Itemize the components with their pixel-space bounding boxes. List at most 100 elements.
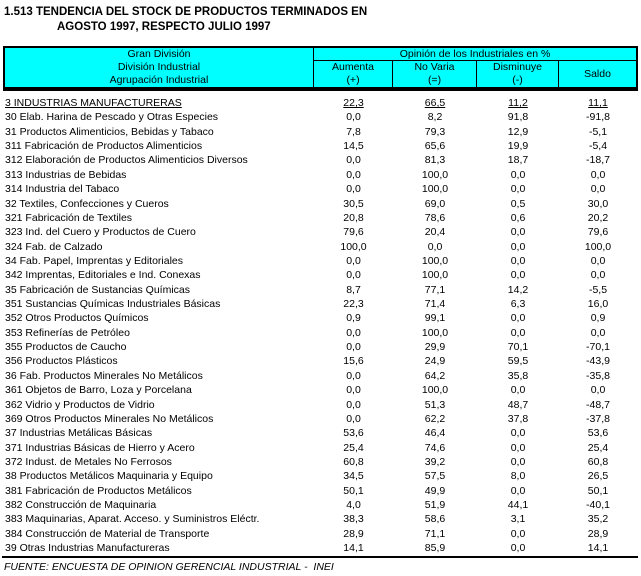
row-label: 34 Fab. Papel, Imprentas y Editoriales (5, 254, 184, 267)
row-value-no-varia: 79,3 (424, 125, 446, 138)
row-value-saldo: 14,1 (587, 542, 609, 555)
title-line-2: AGOSTO 1997, RESPECTO JULIO 1997 (57, 21, 271, 33)
row-label: 356 Productos Plásticos (5, 355, 118, 368)
table-row: 37 Industrias Metálicas Básicas 53,6 46,… (0, 426, 637, 440)
header-agrupacion-industrial: Agrupación Industrial (109, 74, 209, 86)
row-value-saldo: 50,1 (587, 484, 609, 497)
row-value-no-varia: 77,1 (424, 283, 446, 296)
row-label: 362 Vidrio y Productos de Vidrio (5, 398, 155, 411)
row-value-saldo: -70,1 (586, 341, 610, 354)
row-value-aumenta: 34,5 (343, 470, 364, 483)
row-label: 30 Elab. Harina de Pescado y Otras Espec… (5, 111, 219, 124)
row-value-aumenta: 0,0 (346, 254, 361, 267)
row-value-saldo: 35,2 (587, 513, 609, 526)
table-row: 382 Construcción de Maquinaria 4,0 51,9 … (0, 498, 637, 512)
row-value-disminuye: 0,0 (510, 427, 526, 440)
table-row: 381 Fabricación de Productos Metálicos 5… (0, 484, 637, 498)
row-label: 314 Industria del Tabaco (5, 183, 120, 196)
row-value-aumenta: 0,0 (346, 111, 361, 124)
table-row: 35 Fabricación de Sustancias Químicas 8,… (0, 283, 637, 297)
row-value-no-varia: 78,6 (424, 211, 446, 224)
row-value-disminuye: 0,0 (510, 168, 526, 181)
row-value-no-varia: 71,1 (424, 527, 446, 540)
row-value-no-varia: 57,5 (424, 470, 446, 483)
header-col-saldo-label: Saldo (584, 67, 611, 80)
row-value-disminuye: 35,8 (507, 369, 529, 382)
row-value-disminuye: 14,2 (507, 283, 529, 296)
row-label: 312 Elaboración de Productos Alimenticio… (5, 154, 248, 167)
row-label: 352 Otros Productos Químicos (5, 312, 149, 325)
row-value-disminuye: 0,0 (510, 240, 526, 253)
row-label: 371 Industrias Básicas de Hierro y Acero (5, 441, 195, 454)
row-value-disminuye: 0,0 (510, 183, 526, 196)
table-header: Gran División División Industrial Agrupa… (3, 46, 638, 91)
row-label: 37 Industrias Metálicas Básicas (5, 427, 153, 440)
row-value-no-varia: 66,5 (424, 97, 446, 109)
row-value-no-varia: 51,9 (424, 499, 446, 512)
row-value-saldo: -91,8 (586, 111, 610, 124)
row-value-saldo: -43,9 (586, 355, 610, 368)
row-value-disminuye: 0,0 (510, 527, 526, 540)
header-division-cell: Gran División División Industrial Agrupa… (5, 48, 314, 87)
row-label: 383 Maquinarias, Aparat. Acceso. y Sumin… (5, 513, 260, 526)
row-value-saldo: -5,4 (588, 140, 608, 153)
table-row: 321 Fabricación de Textiles 20,8 78,6 0,… (0, 211, 637, 225)
table-row: 361 Objetos de Barro, Loza y Porcelana 0… (0, 383, 637, 397)
row-value-disminuye: 3,1 (510, 513, 526, 526)
row-value-no-varia: 100,0 (421, 384, 449, 397)
row-value-aumenta: 100,0 (340, 240, 367, 253)
table-row: 383 Maquinarias, Aparat. Acceso. y Sumin… (0, 512, 637, 526)
row-value-no-varia: 58,6 (424, 513, 446, 526)
row-value-no-varia: 81,3 (424, 154, 446, 167)
header-col-disminuye: Disminuye (-) (477, 61, 559, 87)
row-value-no-varia: 64,2 (424, 369, 446, 382)
row-value-saldo: 16,0 (587, 298, 609, 311)
row-value-aumenta: 0,0 (346, 183, 361, 196)
table-row: 342 Imprentas, Editoriales e Ind. Conexa… (0, 268, 637, 282)
row-value-saldo: 30,0 (587, 197, 609, 210)
row-label: 321 Fabricación de Textiles (5, 211, 133, 224)
row-value-no-varia: 24,9 (424, 355, 446, 368)
row-value-aumenta: 50,1 (343, 484, 364, 497)
row-value-saldo: 60,8 (587, 455, 609, 468)
row-value-disminuye: 0,6 (510, 211, 526, 224)
row-value-aumenta: 53,6 (343, 427, 364, 440)
row-value-no-varia: 8,2 (427, 111, 443, 124)
row-value-no-varia: 71,4 (424, 298, 446, 311)
row-value-aumenta: 0,0 (346, 412, 361, 425)
table-row: 34 Fab. Papel, Imprentas y Editoriales 0… (0, 254, 637, 268)
table-row: 353 Refinerías de Petróleo 0,0 100,0 0,0… (0, 326, 637, 340)
row-value-no-varia: 39,2 (424, 455, 446, 468)
row-value-saldo: 0,0 (590, 254, 606, 267)
table-row: 384 Construcción de Material de Transpor… (0, 527, 637, 541)
row-value-disminuye: 0,0 (510, 384, 526, 397)
header-col-aumenta-label: Aumenta (331, 61, 375, 73)
header-subcolumns: Aumenta (+) No Varia (=) Disminuye (-) S… (314, 61, 636, 87)
row-value-saldo: 100,0 (584, 240, 612, 253)
row-value-disminuye: 0,0 (510, 484, 526, 497)
header-gran-division: Gran División (127, 48, 191, 60)
table-row: 311 Fabricación de Productos Alimenticio… (0, 139, 637, 153)
table-row: 324 Fab. de Calzado 100,0 0,0 0,0 100,0 (0, 240, 637, 254)
row-label: 351 Sustancias Químicas Industriales Bás… (5, 298, 221, 311)
title-line-1: 1.513 TENDENCIA DEL STOCK DE PRODUCTOS T… (4, 6, 368, 18)
row-value-no-varia: 100,0 (421, 183, 449, 196)
table-row: 352 Otros Productos Químicos 0,9 99,1 0,… (0, 311, 637, 325)
table-row: 314 Industria del Tabaco 0,0 100,0 0,0 0… (0, 182, 637, 196)
table-row: 355 Productos de Caucho 0,0 29,9 70,1 -7… (0, 340, 637, 354)
row-value-aumenta: 25,4 (343, 441, 364, 454)
row-value-saldo: 26,5 (587, 470, 609, 483)
row-value-no-varia: 69,0 (424, 197, 446, 210)
table-row: 372 Indust. de Metales No Ferrosos 60,8 … (0, 455, 637, 469)
row-value-no-varia: 29,9 (424, 341, 446, 354)
row-label: 355 Productos de Caucho (5, 341, 127, 354)
row-value-aumenta: 20,8 (343, 211, 364, 224)
source-note: FUENTE: ENCUESTA DE OPINION GERENCIAL IN… (4, 561, 334, 573)
row-value-disminuye: 0,0 (510, 269, 526, 282)
row-label: 311 Fabricación de Productos Alimenticio… (5, 140, 203, 153)
row-value-no-varia: 100,0 (421, 168, 449, 181)
row-value-aumenta: 14,5 (343, 140, 364, 153)
table-row: 36 Fab. Productos Minerales No Metálicos… (0, 369, 637, 383)
row-value-disminuye: 0,0 (510, 455, 526, 468)
row-label: 36 Fab. Productos Minerales No Metálicos (5, 369, 203, 382)
